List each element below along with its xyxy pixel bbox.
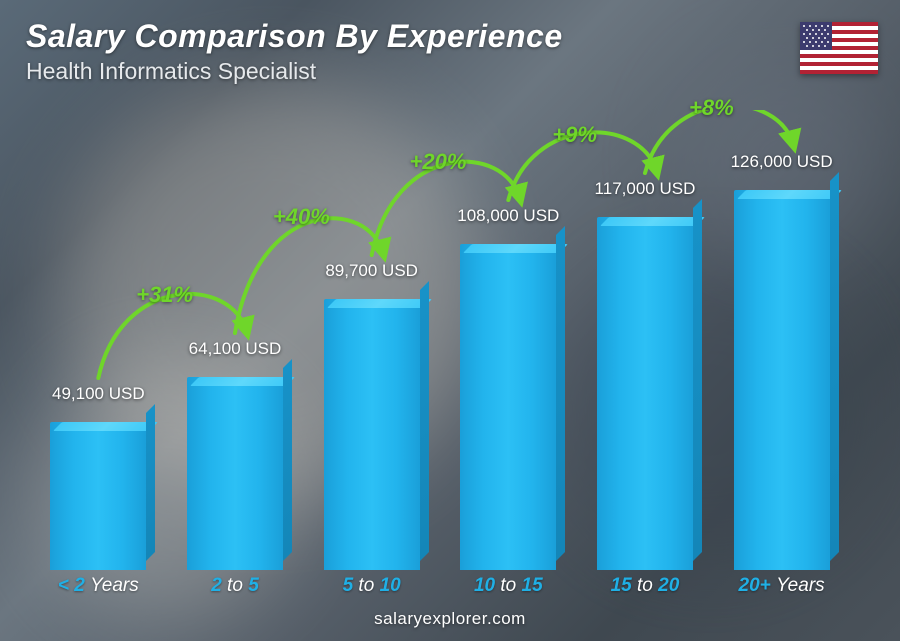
bar: 108,000 USD [448, 206, 568, 570]
bar-value-label: 117,000 USD [595, 179, 696, 199]
bar-shape [734, 190, 830, 570]
bar: 117,000 USD [585, 179, 705, 570]
x-axis-label: 15 to 20 [585, 575, 705, 597]
bar: 64,100 USD [175, 339, 295, 570]
bar-shape [324, 299, 420, 570]
footer-credit: salaryexplorer.com [0, 609, 900, 629]
bar-value-label: 64,100 USD [189, 339, 282, 359]
bar-shape [597, 217, 693, 570]
us-flag-icon [800, 22, 878, 74]
growth-arc-label: +9% [552, 122, 597, 148]
growth-arc-label: +20% [410, 149, 467, 175]
growth-arc-label: +40% [273, 204, 330, 230]
x-axis-label: 20+ Years [722, 575, 842, 597]
chart-area: 49,100 USD 64,100 USD 89,700 USD 108,000 US… [30, 110, 850, 570]
bar: 126,000 USD [722, 152, 842, 570]
chart-title: Salary Comparison By Experience [26, 18, 563, 55]
bar: 89,700 USD [312, 261, 432, 570]
bar-shape [50, 422, 146, 570]
bars-row: 49,100 USD 64,100 USD 89,700 USD 108,000 US… [30, 110, 850, 570]
chart-subtitle: Health Informatics Specialist [26, 58, 316, 85]
bar-value-label: 49,100 USD [52, 384, 145, 404]
bar-shape [187, 377, 283, 570]
x-axis-label: 2 to 5 [175, 575, 295, 597]
chart-container: Salary Comparison By Experience Health I… [0, 0, 900, 641]
growth-arc-label: +8% [689, 95, 734, 121]
x-axis-label: 10 to 15 [448, 575, 568, 597]
bar-value-label: 89,700 USD [325, 261, 418, 281]
bar-value-label: 108,000 USD [457, 206, 559, 226]
growth-arc-label: +31% [136, 282, 193, 308]
bar: 49,100 USD [38, 384, 158, 570]
x-axis-labels: < 2 Years 2 to 5 5 to 10 10 to 15 15 to 20 20… [30, 575, 850, 597]
bar-value-label: 126,000 USD [731, 152, 833, 172]
bar-shape [460, 244, 556, 570]
x-axis-label: 5 to 10 [312, 575, 432, 597]
x-axis-label: < 2 Years [38, 575, 158, 597]
